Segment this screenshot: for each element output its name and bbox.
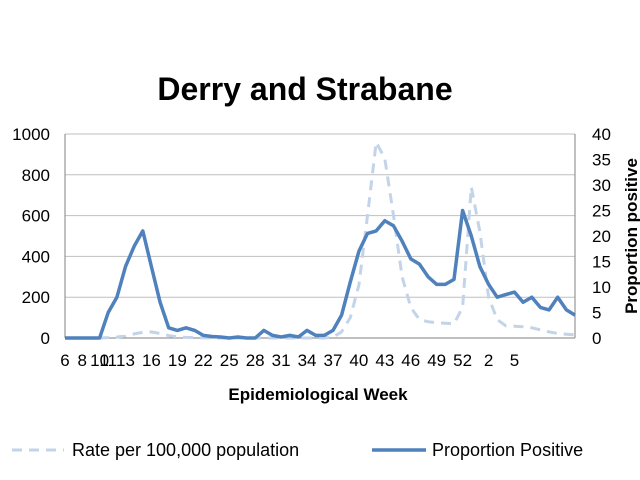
right-tick-label: 0 <box>592 329 601 348</box>
series-layer <box>65 140 576 340</box>
x-tick-label: 28 <box>246 351 265 370</box>
left-tick-label: 200 <box>22 288 50 307</box>
x-tick-label: 46 <box>401 351 420 370</box>
series-line-rate <box>65 140 576 340</box>
x-tick-label: 13 <box>116 351 135 370</box>
chart-title: Derry and Strabane <box>157 71 452 107</box>
right-tick-label: 20 <box>592 227 611 246</box>
x-tick-label: 10 <box>90 351 109 370</box>
left-tick-label: 400 <box>22 247 50 266</box>
x-axis-ticks: 6 10 13 16 19 22 25 28 31 34 37 40 43 46 49 52 2 58 11 <box>60 351 519 370</box>
right-tick-label: 5 <box>592 304 601 323</box>
left-tick-label: 600 <box>22 207 50 226</box>
grid <box>65 133 575 298</box>
legend: Rate per 100,000 population Proportion P… <box>12 440 583 460</box>
right-tick-label: 35 <box>592 151 611 170</box>
x-tick-label: 16 <box>142 351 161 370</box>
left-tick-label: 800 <box>22 166 50 185</box>
x-tick-label: 31 <box>272 351 291 370</box>
right-tick-label: 25 <box>592 202 611 221</box>
x-tick-label: 6 <box>60 351 69 370</box>
left-axis-ticks: 0 200 400 600 800 1000 <box>12 125 50 348</box>
x-tick-label: 5 <box>510 351 519 370</box>
x-axis-title: Epidemiological Week <box>228 385 408 404</box>
x-tick-label: 2 <box>484 351 493 370</box>
x-tick-label: 8 <box>78 351 87 370</box>
left-tick-label: 1000 <box>12 125 50 144</box>
right-axis-ticks: 0 5 10 15 20 25 30 35 40 <box>592 125 611 348</box>
y2-axis-title: Proportion positive <box>622 158 640 314</box>
x-tick-label: 25 <box>220 351 239 370</box>
x-tick-label: 52 <box>453 351 472 370</box>
right-tick-label: 10 <box>592 278 611 297</box>
right-tick-label: 15 <box>592 253 611 272</box>
x-tick-label: 22 <box>194 351 213 370</box>
legend-label-proportion: Proportion Positive <box>432 440 583 460</box>
x-tick-label: 49 <box>427 351 446 370</box>
right-tick-label: 30 <box>592 176 611 195</box>
x-tick-label: 19 <box>168 351 187 370</box>
x-tick-label: 43 <box>375 351 394 370</box>
left-tick-label: 0 <box>41 329 50 348</box>
x-tick-label: 40 <box>349 351 368 370</box>
x-tick-label: 11 <box>99 351 117 370</box>
x-tick-label: 34 <box>298 351 317 370</box>
legend-label-rate: Rate per 100,000 population <box>72 440 299 460</box>
x-tick-label: 37 <box>324 351 343 370</box>
series-line-proportion <box>65 208 576 340</box>
right-tick-label: 40 <box>592 125 611 144</box>
